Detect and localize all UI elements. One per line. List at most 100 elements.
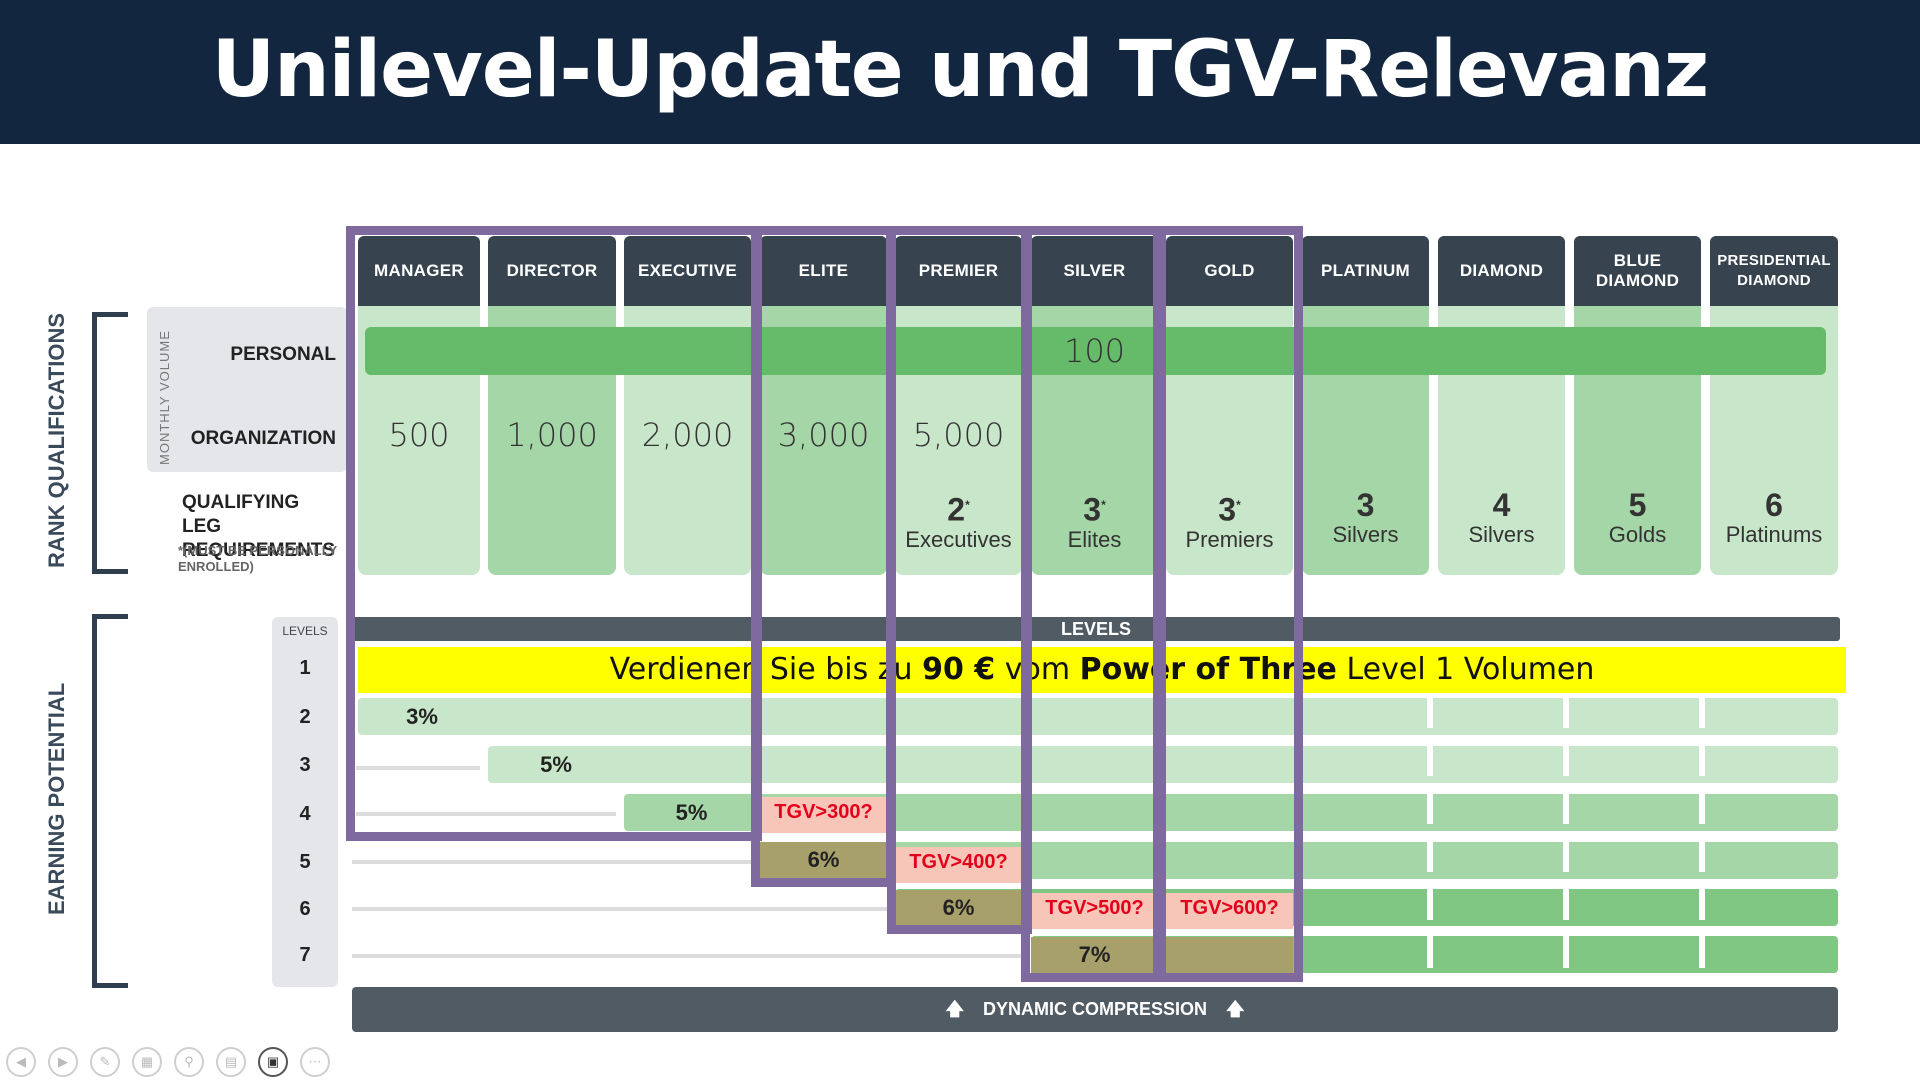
- level-number: 4: [299, 803, 311, 825]
- leg-req-blue-diamond: 5 Golds: [1574, 488, 1701, 548]
- subtitles-icon[interactable]: ▤: [216, 1047, 246, 1077]
- leg-count: 3: [1356, 487, 1375, 523]
- pct-manager-level2: 3%: [406, 704, 438, 729]
- org-volume-elite: 3,000: [777, 416, 870, 454]
- org-volume-manager: 500: [388, 416, 450, 454]
- qualifying-note-line2: ENROLLED): [178, 559, 254, 574]
- qualifying-leg-label-line1: QUALIFYING LEG: [182, 492, 300, 537]
- monthly-volume-box: [147, 307, 347, 472]
- level-number: 7: [299, 944, 311, 966]
- next-slide-icon[interactable]: ▶: [48, 1047, 78, 1077]
- pct-silver-level7: 7%: [1031, 937, 1158, 973]
- pen-icon[interactable]: ✎: [90, 1047, 120, 1077]
- qualifying-note: *(MUST BE PERSONALLY ENROLLED): [178, 543, 337, 575]
- levels-bar: LEVELS: [352, 617, 1840, 641]
- highlight-frame-silver: [1021, 226, 1166, 982]
- camera-icon[interactable]: ▣: [258, 1047, 288, 1077]
- leg-count: 6: [1765, 487, 1783, 523]
- leg-req-presidential-diamond: 6 Platinums: [1710, 488, 1838, 548]
- banner-text-2: vom: [995, 652, 1080, 687]
- leg-mark: *: [1236, 498, 1241, 512]
- rank-header-platinum: PLATINUM: [1302, 236, 1429, 306]
- dynamic-compression-bar: 🡅 DYNAMIC COMPRESSION 🡅: [352, 987, 1838, 1032]
- highlight-frame-gold: [1153, 226, 1303, 982]
- leg-mark: *: [1101, 498, 1106, 512]
- rank-header-diamond: DIAMOND: [1438, 236, 1565, 306]
- levels-header: LEVELS: [282, 624, 328, 638]
- tgv-premier: TGV>400?: [895, 847, 1022, 883]
- org-volume-premier: 5,000: [912, 416, 1005, 454]
- pct-director-level3: 5%: [540, 752, 572, 777]
- tgv-silver: TGV>500?: [1031, 893, 1158, 929]
- org-volume-director: 1,000: [506, 416, 598, 454]
- rank-header-executive: EXECUTIVE: [624, 236, 751, 306]
- pct-premier-level6: 6%: [895, 890, 1022, 926]
- title-bar: [0, 0, 1920, 144]
- highlight-frame-elite: [751, 226, 895, 887]
- personal-label: PERSONAL: [230, 344, 336, 365]
- level-number: 2: [299, 706, 311, 728]
- rank-header-manager: MANAGER: [358, 236, 480, 306]
- leg-count: 2: [947, 491, 966, 528]
- personal-volume-bar: [365, 327, 1826, 375]
- leg-req-platinum: 3 Silvers: [1302, 488, 1429, 548]
- pct-elite-level5: 6%: [760, 842, 887, 878]
- level-number: 6: [299, 898, 311, 920]
- banner-bold-1: 90 €: [922, 652, 996, 687]
- rank-header-presidential-diamond: PRESIDENTIAL DIAMOND: [1710, 236, 1838, 306]
- rank-qualifications-label: RANK QUALIFICATIONS: [44, 312, 69, 568]
- rank-header-elite: ELITE: [760, 236, 887, 306]
- more-options-icon[interactable]: ⋯: [300, 1047, 330, 1077]
- olive-gold-level7: [1166, 937, 1293, 973]
- previous-slide-icon[interactable]: ◀: [6, 1047, 36, 1077]
- compression-line: [352, 860, 754, 864]
- leg-count: 3: [1218, 491, 1237, 528]
- personal-volume-value: 100: [1063, 332, 1126, 370]
- level-number: 5: [299, 851, 311, 873]
- leg-label: Executives: [905, 526, 1012, 552]
- leg-label: Platinums: [1725, 522, 1823, 547]
- leg-req-silver: 3* Elites: [1031, 488, 1158, 553]
- zoom-icon[interactable]: ⚲: [174, 1047, 204, 1077]
- pct-executive-level4: 5%: [675, 800, 708, 825]
- banner-text-3: Level 1 Volumen: [1336, 652, 1595, 687]
- level-number: 1: [299, 657, 311, 679]
- presentation-controls: ◀ ▶ ✎ ▦ ⚲ ▤ ▣ ⋯: [6, 1047, 330, 1077]
- leg-req-premier: 2* Executives: [895, 488, 1022, 553]
- earning-potential-bracket: [92, 614, 128, 988]
- compression-line: [352, 907, 890, 911]
- compression-line: [352, 954, 1026, 958]
- leg-req-gold: 3* Premiers: [1166, 488, 1293, 553]
- leg-count: 5: [1628, 487, 1647, 523]
- qualifying-note-line1: *(MUST BE PERSONALLY: [178, 543, 338, 558]
- compression-line: [356, 812, 616, 816]
- slides-grid-icon[interactable]: ▦: [132, 1047, 162, 1077]
- highlight-frame-premier: [887, 226, 1032, 934]
- leg-count: 4: [1492, 487, 1511, 523]
- organization-label: ORGANIZATION: [190, 428, 336, 449]
- leg-label: Golds: [1608, 522, 1667, 547]
- column-separator: [1427, 694, 1433, 984]
- leg-req-diamond: 4 Silvers: [1438, 488, 1565, 548]
- page-title: Unilevel-Update und TGV-Relevanz: [211, 25, 1709, 115]
- tgv-gold: TGV>600?: [1166, 893, 1293, 929]
- leg-count: 3: [1083, 491, 1102, 528]
- highlight-frame-executive: [346, 226, 762, 841]
- compression-line: [356, 766, 480, 770]
- leg-label: Silvers: [1468, 522, 1535, 547]
- qualifying-leg-label-line2: REQUIREMENTS: [182, 540, 336, 561]
- earning-potential-label: EARNING POTENTIAL: [44, 682, 69, 915]
- rank-header-blue-diamond: BLUE DIAMOND: [1574, 236, 1701, 306]
- leg-label: Silvers: [1332, 522, 1399, 547]
- leg-label: Elites: [1067, 526, 1122, 552]
- rank-header-silver: SILVER: [1031, 236, 1158, 306]
- org-volume-executive: 2,000: [641, 416, 734, 454]
- level-row-2: [358, 698, 1838, 735]
- dynamic-compression-label: DYNAMIC COMPRESSION: [982, 999, 1207, 1019]
- qualifying-leg-label: QUALIFYING LEG REQUIREMENTS: [150, 491, 343, 563]
- column-separator: [1699, 694, 1705, 984]
- level-number: 3: [299, 754, 311, 776]
- leg-label: Premiers: [1185, 526, 1274, 552]
- rank-header-premier: PREMIER: [895, 236, 1022, 306]
- rank-header-gold: GOLD: [1166, 236, 1293, 306]
